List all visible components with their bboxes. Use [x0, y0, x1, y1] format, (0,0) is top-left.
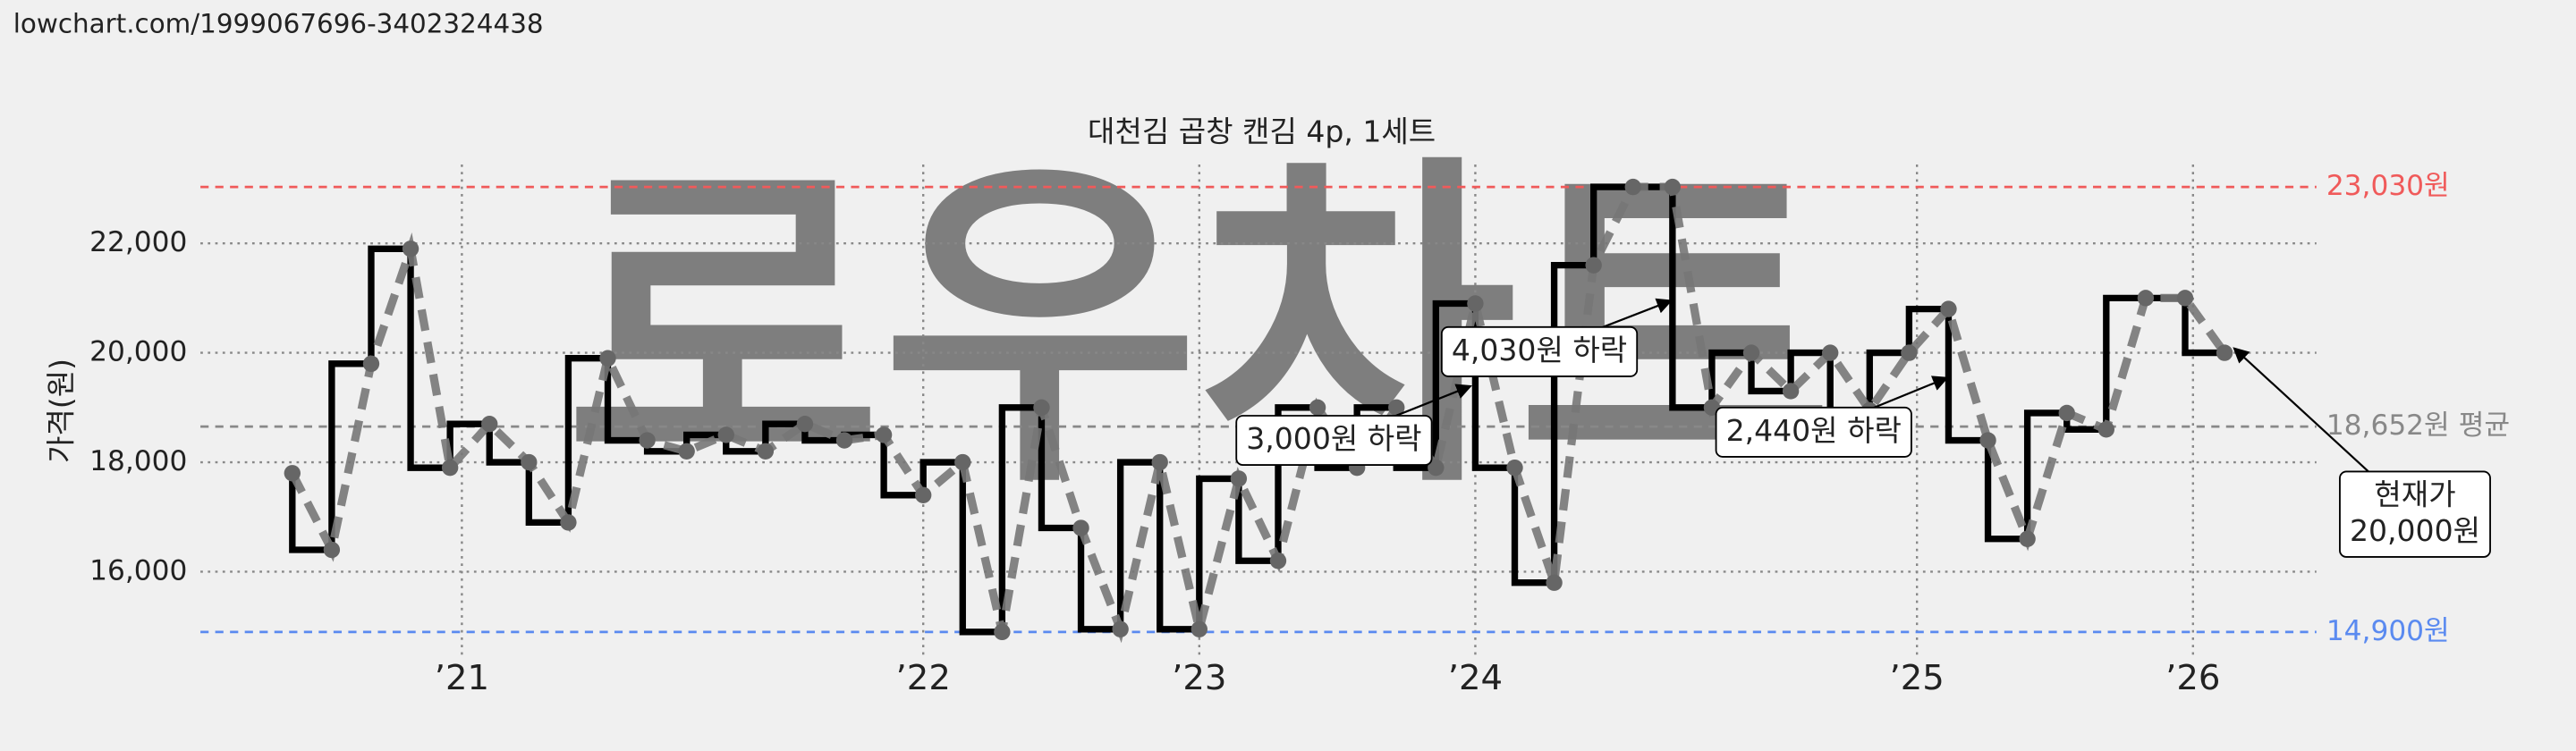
y-tick-label: 16,000 [89, 554, 187, 586]
y-axis-label: 가격(원) [43, 359, 78, 463]
data-point [1901, 344, 1918, 361]
data-point [323, 541, 341, 559]
data-point [875, 426, 893, 443]
data-point [1664, 178, 1682, 196]
chart-title: 대천김 곱창 캔김 4p, 1세트 [1088, 114, 1436, 149]
data-point [1191, 620, 1208, 637]
data-point [1388, 399, 1405, 416]
data-point [362, 355, 380, 373]
data-point [2176, 290, 2194, 307]
data-point [1428, 459, 1445, 477]
reference-label: 18,652원 평균 [2326, 409, 2510, 442]
data-point [481, 416, 498, 433]
data-point [796, 416, 814, 433]
data-point [639, 432, 656, 449]
data-point [560, 514, 577, 531]
annotation-text: 2,440원 하락 [1726, 413, 1902, 448]
x-tick-label: ’21 [435, 658, 489, 698]
annotation-box [1235, 415, 1433, 467]
x-tick-label: ’25 [1890, 658, 1945, 698]
x-tick-label: ’22 [896, 658, 951, 698]
y-tick-label: 20,000 [89, 336, 187, 368]
data-point [757, 443, 775, 460]
data-point [1151, 453, 1168, 471]
data-point [2019, 530, 2036, 547]
data-point [915, 486, 932, 503]
data-point [1112, 620, 1129, 637]
data-point [521, 453, 538, 471]
data-point [1269, 553, 1287, 570]
data-point [1309, 399, 1326, 416]
data-point [1072, 519, 1089, 536]
data-point [2097, 421, 2114, 438]
x-tick-label: ’26 [2165, 658, 2220, 698]
data-point [1506, 459, 1523, 477]
annotation-text: 현재가 [2374, 477, 2455, 512]
data-point [1033, 399, 1050, 416]
y-tick-label: 18,000 [89, 445, 187, 477]
data-point [1742, 344, 1760, 361]
annotation-box [1440, 325, 1639, 377]
data-point [284, 465, 301, 482]
data-point [717, 426, 734, 443]
data-point [1940, 300, 1957, 317]
data-point [1822, 344, 1839, 361]
x-tick-label: ’23 [1172, 658, 1226, 698]
reference-label: 14,900원 [2326, 615, 2450, 647]
reference-label: 23,030원 [2326, 170, 2450, 202]
y-tick-label: 22,000 [89, 226, 187, 258]
annotation-text: 3,000원 하락 [1246, 421, 1421, 456]
annotation-box [1715, 406, 1912, 458]
data-point [1979, 432, 1996, 449]
data-point [1782, 383, 1800, 400]
data-point [994, 623, 1011, 641]
source-url: lowchart.com/1999067696-3402324438 [13, 8, 544, 38]
data-point [599, 350, 616, 367]
data-point [402, 240, 419, 257]
data-point [1467, 295, 1484, 312]
data-point [835, 432, 853, 449]
annotation-text: 4,030원 하락 [1452, 333, 1627, 367]
data-point [1546, 574, 1563, 591]
data-point [1585, 257, 1602, 274]
annotation-text: 20,000원 [2350, 513, 2480, 548]
data-point [1624, 178, 1641, 196]
annotation-box [2339, 470, 2491, 558]
data-point [1230, 470, 1248, 487]
data-point [2216, 344, 2233, 361]
data-point [441, 459, 459, 477]
data-point [678, 443, 695, 460]
data-point [2137, 290, 2155, 307]
data-point [954, 453, 971, 471]
trend-line [288, 182, 2228, 644]
x-tick-label: ’24 [1448, 658, 1503, 698]
data-point [2058, 404, 2075, 422]
